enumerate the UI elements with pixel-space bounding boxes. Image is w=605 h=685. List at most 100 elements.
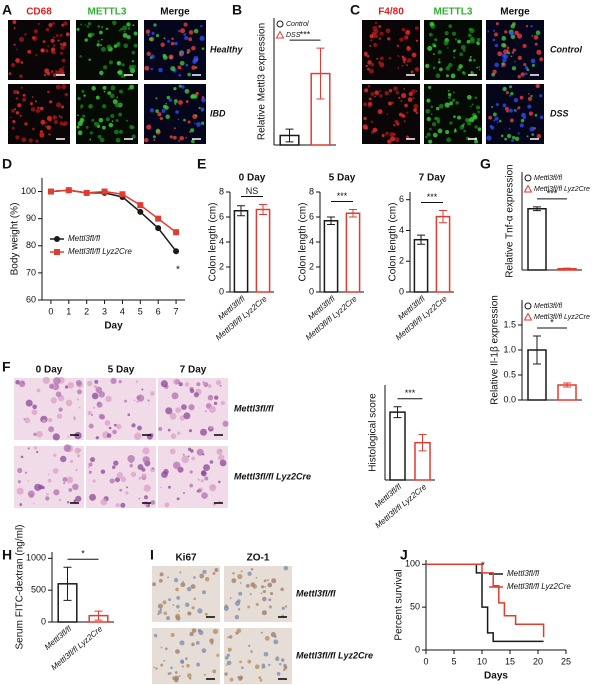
panel-letter: E — [197, 156, 206, 172]
cell — [80, 104, 84, 108]
cell — [170, 633, 175, 637]
cell — [137, 425, 142, 431]
cell — [24, 122, 28, 125]
marker — [83, 189, 90, 196]
cell — [52, 468, 59, 474]
cell — [47, 417, 53, 423]
cell — [51, 71, 53, 74]
cell — [234, 614, 240, 620]
cell — [89, 138, 92, 141]
cell — [88, 423, 94, 429]
cell — [196, 448, 204, 456]
cell — [271, 578, 277, 584]
cell — [58, 498, 62, 502]
error-line — [349, 209, 357, 218]
row-label: Control — [550, 44, 582, 54]
cell — [84, 38, 88, 42]
cell — [531, 63, 535, 67]
cell — [129, 125, 134, 129]
cell — [91, 414, 93, 416]
cell — [454, 38, 457, 41]
cell — [115, 118, 119, 123]
cell — [498, 119, 502, 123]
cell — [536, 49, 542, 55]
cell — [378, 61, 382, 65]
cell — [101, 38, 103, 41]
cell — [113, 460, 119, 466]
legend-label: Mettl3fl/fl — [534, 175, 562, 182]
cell — [497, 51, 503, 57]
cell — [145, 29, 151, 34]
cell — [408, 91, 413, 97]
cell — [103, 65, 108, 70]
cell — [87, 22, 92, 26]
cell — [95, 95, 100, 100]
legend-label: DSS — [286, 32, 301, 39]
cell — [53, 453, 57, 457]
panel-letter: F — [2, 359, 11, 375]
cell — [536, 133, 542, 139]
cell — [27, 49, 32, 54]
cell — [76, 389, 82, 395]
x-tick-label: 0 — [423, 656, 428, 666]
cell — [32, 404, 37, 410]
cell — [472, 58, 476, 62]
cell — [169, 672, 172, 675]
cell — [367, 67, 370, 71]
panel-letter: G — [480, 156, 491, 172]
cell — [193, 576, 196, 579]
y-tick-label: 2 — [309, 261, 314, 271]
cell — [444, 102, 450, 108]
cell — [29, 102, 33, 106]
cell — [247, 659, 252, 664]
cell — [519, 95, 524, 100]
cell — [237, 573, 243, 580]
cell — [18, 36, 25, 43]
cell — [454, 48, 457, 51]
marker — [524, 302, 532, 310]
cell — [91, 392, 99, 400]
cell — [188, 677, 192, 680]
marker — [523, 312, 533, 321]
cell — [189, 631, 194, 637]
cell — [187, 120, 191, 124]
cell — [510, 24, 515, 29]
cell — [262, 589, 266, 594]
cell — [30, 107, 36, 112]
marker — [47, 188, 54, 195]
image-header: 7 Day — [180, 365, 207, 376]
cell — [247, 571, 252, 576]
cell — [17, 467, 23, 474]
cell — [388, 89, 393, 93]
cell — [189, 470, 193, 474]
cell — [415, 39, 419, 42]
cell — [508, 94, 512, 97]
cell — [255, 602, 259, 606]
cell — [160, 380, 168, 388]
cell — [113, 423, 117, 427]
legend-label: Mettl3fl/fl — [507, 569, 539, 578]
cell — [184, 35, 189, 41]
cell — [126, 486, 129, 489]
cell — [241, 666, 244, 669]
significance-label: NS — [246, 186, 259, 196]
cell — [474, 96, 477, 99]
cell — [122, 32, 128, 38]
cell — [131, 60, 135, 63]
error-line — [63, 566, 72, 601]
cell — [269, 591, 274, 596]
x-tick-label: 2 — [84, 306, 89, 316]
cell — [150, 500, 156, 505]
cell — [87, 380, 93, 387]
cell — [113, 129, 119, 135]
cell — [263, 579, 267, 583]
cell — [438, 103, 444, 109]
error-bar — [533, 335, 541, 365]
significance-label: * — [550, 317, 554, 327]
cell — [172, 135, 177, 140]
marker — [524, 174, 532, 182]
cell — [373, 42, 378, 47]
cell — [72, 483, 79, 491]
cell — [75, 495, 82, 502]
error-line — [285, 128, 294, 143]
